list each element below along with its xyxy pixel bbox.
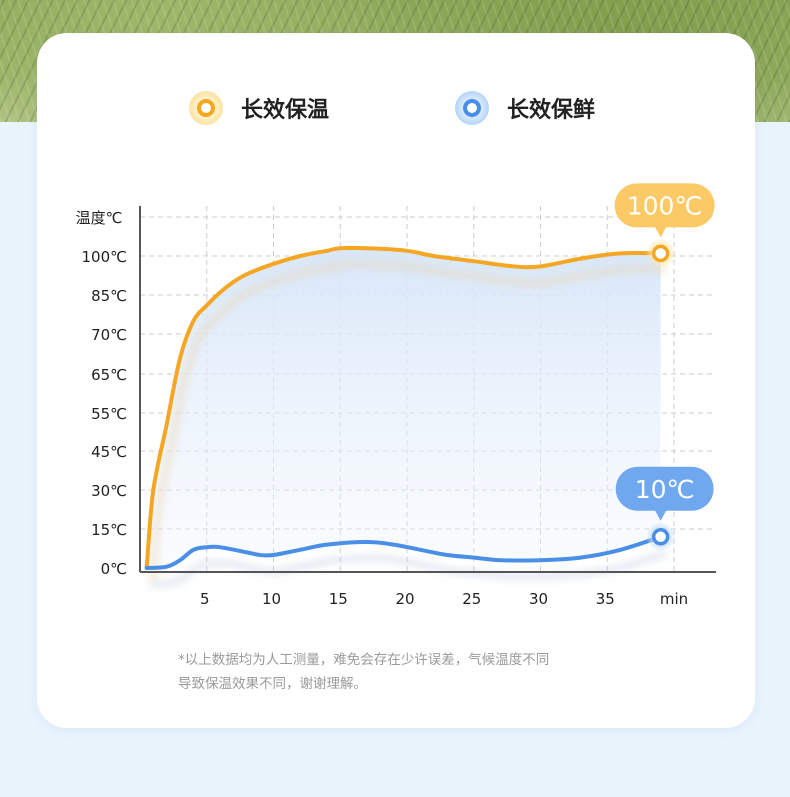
callout-keep-warm: 100℃ [614,183,715,238]
end-marker-keep-fresh [646,522,675,551]
callout-label-keep-warm: 100℃ [627,191,703,220]
line-shadows [149,260,668,587]
legend-label-keep-fresh: 长效保鲜 [507,98,596,123]
end-marker-keep-warm [646,239,675,268]
y-tick-label-0: 100℃ [82,248,127,266]
y-tick-label-3: 65℃ [91,366,127,384]
x-tick-label-15: 15 [329,590,348,608]
callout-label-keep-fresh: 10℃ [635,475,695,504]
x-tick-label-35: 35 [596,590,615,608]
series-shadow-1 [152,549,668,587]
legend-keep-warm: 长效保温 [189,91,329,125]
y-axis-label: 温度℃ [76,209,123,227]
series-line-keep-fresh [144,534,663,570]
x-tick-label-25: 25 [462,590,481,608]
series-shadow-0 [149,260,667,585]
footnote-line-1: *以上数据均为人工测量，难免会存在少许误差，气候温度不同 [178,652,550,668]
tick-labels: 温度℃ 100℃ 85℃ 70℃ 65℃ 55℃ 45℃ 30℃ 15℃ 0℃ 5 10 15 20 25 3… [76,209,689,608]
blue-circle-icon [455,91,489,125]
series-lines [144,245,663,570]
area-fill [146,247,661,568]
area-between-series [146,247,661,568]
series-line-keep-warm [144,245,663,570]
x-axis-label: min [660,590,688,608]
end-markers: 100℃ 10℃ [614,183,715,551]
x-tick-label-10: 10 [262,590,281,608]
y-tick-label-6: 30℃ [91,482,127,500]
axes [139,206,716,573]
legend-label-keep-warm: 长效保温 [241,98,330,123]
y-tick-label-8: 0℃ [101,560,127,578]
callout-keep-fresh: 10℃ [615,466,714,521]
x-tick-label-5: 5 [200,590,210,608]
y-tick-label-1: 85℃ [91,287,127,305]
y-tick-label-2: 70℃ [91,326,127,344]
footnote-line-2: 导致保温效果不同，谢谢理解。 [178,676,367,692]
legend-keep-fresh: 长效保鲜 [455,91,595,125]
x-tick-label-20: 20 [395,590,414,608]
x-tick-label-30: 30 [529,590,548,608]
y-tick-label-5: 45℃ [91,443,127,461]
orange-circle-icon [189,91,223,125]
y-tick-label-4: 55℃ [91,405,127,423]
y-tick-label-7: 15℃ [91,521,127,539]
